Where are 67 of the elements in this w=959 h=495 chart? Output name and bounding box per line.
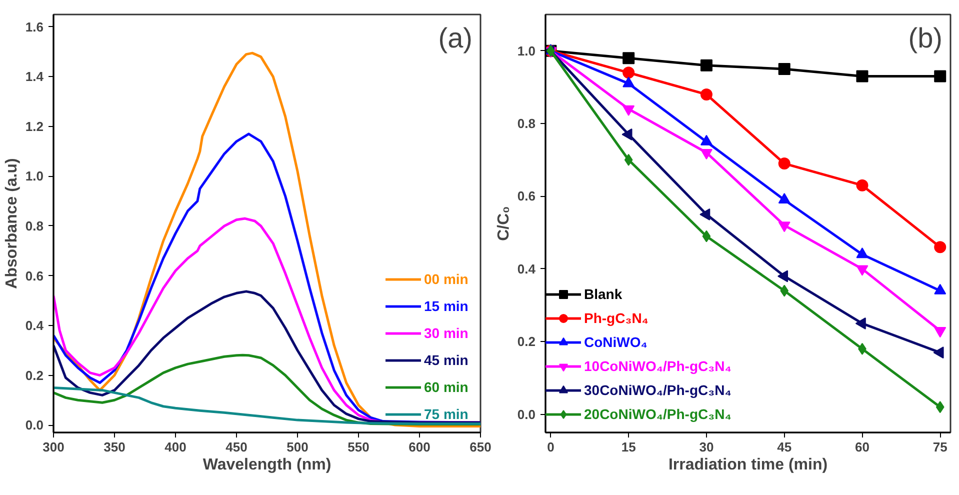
y-tick-label: 0.4: [517, 261, 536, 276]
point: [700, 88, 712, 100]
x-tick-label: 45: [777, 440, 792, 454]
point: [700, 59, 712, 72]
point: [778, 63, 790, 76]
y-tick-label: 0.2: [517, 334, 536, 350]
legend-label: CoNiWO₄: [584, 334, 648, 350]
legend-label: 75 min: [424, 406, 468, 422]
x-tick-label: 75: [932, 440, 948, 454]
point: [936, 401, 944, 414]
y-tick-label: 0.8: [517, 116, 536, 132]
y-tick-label: 0.0: [517, 406, 536, 422]
point: [856, 70, 868, 82]
legend-label: Ph-gC₃N₄: [584, 310, 648, 326]
x-tick-label: 300: [42, 440, 64, 454]
legend-label: 30CoNiWO₄/Ph-gC₃N₄: [584, 382, 732, 398]
y-axis-title: C/C₀: [495, 206, 512, 241]
x-tick-label: 650: [470, 440, 492, 454]
x-tick-label: 350: [104, 440, 126, 454]
point: [622, 66, 635, 79]
x-tick-label: 0: [547, 440, 554, 454]
point: [624, 154, 633, 166]
y-tick-label: 1.4: [25, 69, 44, 84]
point: [702, 230, 711, 242]
legend-label: 20CoNiWO₄/Ph-gC₃N₄: [584, 406, 732, 422]
y-tick-label: 0.2: [25, 368, 44, 383]
y-axis-title: Absorbance (a.u): [3, 158, 20, 289]
y-tick-label: 1.2: [25, 118, 44, 134]
point: [700, 208, 710, 220]
point: [778, 158, 790, 170]
point: [934, 241, 946, 254]
point: [934, 70, 946, 82]
point: [856, 179, 868, 192]
legend-label: Blank: [584, 286, 622, 302]
legend-label: 00 min: [424, 271, 468, 287]
y-tick-label: 0.0: [25, 418, 44, 433]
x-tick-label: 550: [348, 440, 370, 454]
y-tick-label: 0.8: [25, 218, 44, 234]
point: [700, 148, 712, 160]
x-tick-label: 30: [699, 440, 714, 454]
y-tick-label: 0.6: [25, 268, 44, 284]
y-tick-label: 0.6: [517, 188, 536, 204]
x-tick-label: 15: [621, 440, 636, 454]
x-axis-title: Irradiation time (min): [668, 456, 828, 474]
x-tick-label: 60: [855, 440, 870, 454]
y-tick-label: 1.0: [25, 168, 44, 184]
y-tick-label: 1.0: [517, 43, 536, 58]
point: [777, 270, 788, 282]
point: [856, 248, 868, 258]
point: [780, 284, 789, 297]
point: [622, 128, 632, 140]
legend-label: 10CoNiWO₄/Ph-gC₃N₄: [584, 358, 732, 374]
x-tick-label: 450: [226, 440, 248, 454]
x-tick-label: 400: [164, 440, 186, 454]
y-tick-label: 0.4: [25, 318, 44, 334]
annotation: (b): [908, 22, 943, 54]
legend-label: 60 min: [424, 379, 468, 395]
x-tick-label: 500: [286, 440, 308, 454]
legend-label: 30 min: [424, 325, 468, 341]
x-tick-label: 600: [408, 440, 430, 454]
legend-label: 45 min: [424, 352, 468, 368]
x-axis-title: Wavelength (nm): [202, 456, 332, 474]
point: [778, 193, 790, 204]
legend-label: 15 min: [424, 298, 468, 314]
point: [622, 52, 635, 64]
y-tick-label: 1.6: [25, 19, 44, 34]
annotation: (a): [438, 22, 473, 54]
